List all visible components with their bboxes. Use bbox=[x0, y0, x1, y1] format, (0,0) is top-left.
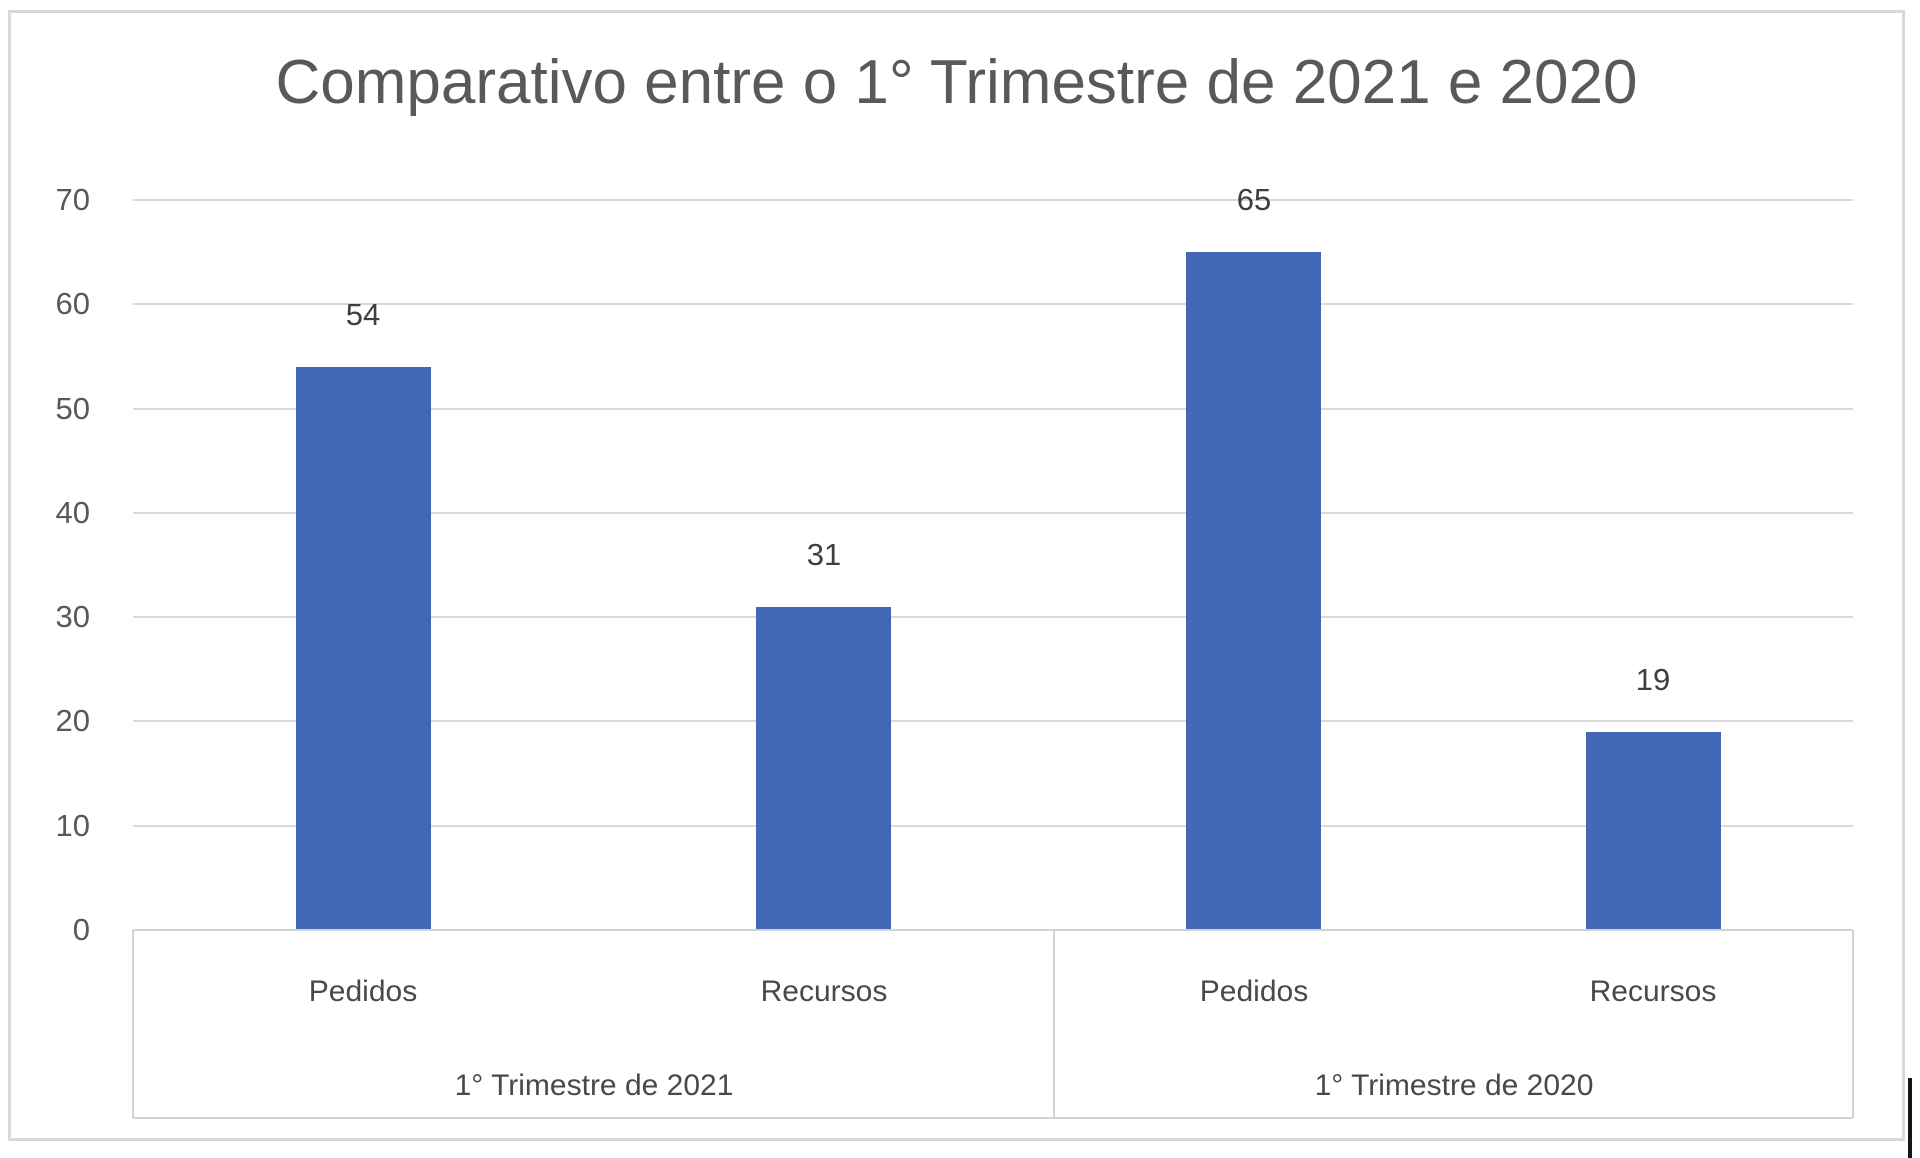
y-axis-tick-label: 30 bbox=[55, 599, 90, 635]
y-gridline bbox=[133, 824, 1853, 827]
category-tick-label: Pedidos bbox=[1199, 975, 1309, 1008]
y-gridline bbox=[133, 511, 1853, 514]
y-axis-tick-label: 70 bbox=[55, 182, 90, 217]
bar bbox=[296, 367, 431, 930]
y-gridline bbox=[133, 199, 1853, 201]
y-gridline bbox=[133, 720, 1853, 723]
category-box-divider-line bbox=[132, 930, 134, 1118]
group-tick-label: 1° Trimestre de 2020 bbox=[1314, 1069, 1594, 1102]
bar-value-label: 54 bbox=[345, 297, 381, 332]
y-axis-tick-label: 10 bbox=[55, 807, 90, 843]
y-gridline bbox=[133, 616, 1853, 619]
y-axis-tick-label: 20 bbox=[55, 703, 90, 739]
category-tick-label: Recursos bbox=[1589, 975, 1717, 1008]
category-tick-label: Pedidos bbox=[308, 975, 418, 1008]
y-gridline bbox=[133, 303, 1853, 306]
chart-title: Comparativo entre o 1° Trimestre de 2021… bbox=[275, 48, 1638, 117]
category-box-divider-line bbox=[1852, 930, 1854, 1118]
group-tick-label: 1° Trimestre de 2021 bbox=[454, 1069, 734, 1102]
bar bbox=[1186, 252, 1321, 930]
screen-edge-artifact bbox=[1908, 1078, 1912, 1158]
y-axis-tick-label: 0 bbox=[72, 912, 90, 947]
category-box-bottom-line bbox=[133, 1117, 1853, 1119]
y-gridline bbox=[133, 407, 1853, 410]
category-box-divider-line bbox=[1053, 930, 1055, 1118]
x-axis-line bbox=[133, 929, 1853, 931]
bar-value-label: 65 bbox=[1236, 182, 1272, 217]
bar bbox=[1586, 732, 1721, 930]
bar bbox=[756, 607, 891, 930]
category-tick-label: Recursos bbox=[760, 975, 888, 1008]
bar-value-label: 19 bbox=[1635, 662, 1671, 697]
y-axis-tick-label: 50 bbox=[55, 390, 90, 426]
y-axis-tick-label: 40 bbox=[55, 494, 90, 530]
y-axis-tick-label: 60 bbox=[55, 286, 90, 322]
bar-value-label: 31 bbox=[806, 537, 842, 572]
